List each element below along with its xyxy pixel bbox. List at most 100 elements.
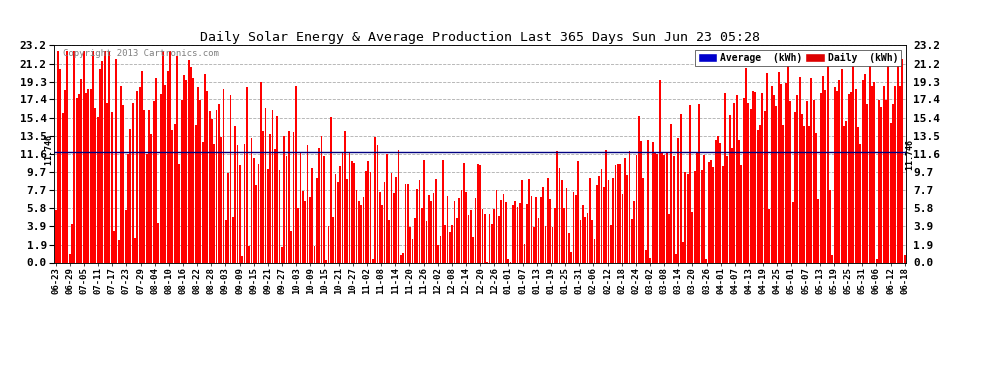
Bar [250,138,252,262]
Bar [739,140,740,262]
Bar [713,167,715,262]
Bar [859,144,861,262]
Bar [59,69,61,262]
Bar [379,192,381,262]
Bar [412,239,414,262]
Bar [785,83,787,262]
Bar [572,192,574,262]
Bar [661,153,663,262]
Bar [132,103,134,262]
Bar [176,56,178,262]
Bar [421,207,423,262]
Bar [899,86,901,262]
Bar [794,112,796,262]
Bar [66,51,68,262]
Bar [619,164,621,262]
Bar [362,197,364,262]
Bar [463,163,464,262]
Bar [285,156,287,262]
Bar [866,104,868,262]
Bar [773,95,775,262]
Bar [536,197,537,262]
Bar [820,93,822,262]
Bar [670,124,672,262]
Bar [239,165,241,262]
Bar [558,168,560,262]
Bar [71,224,73,262]
Bar [164,85,166,262]
Bar [148,110,149,262]
Bar [768,209,770,262]
Bar [94,108,96,262]
Bar [517,207,519,262]
Bar [150,134,152,262]
Bar [641,141,643,262]
Bar [346,179,348,262]
Bar [162,51,164,262]
Bar [887,51,889,262]
Bar [521,180,523,262]
Bar [106,104,108,262]
Bar [710,160,712,262]
Bar [598,176,600,262]
Bar [556,151,558,262]
Bar [837,91,838,262]
Bar [864,74,866,262]
Bar [388,220,390,262]
Bar [822,76,824,262]
Bar [204,75,206,262]
Bar [337,182,339,262]
Bar [206,91,208,262]
Bar [694,171,696,262]
Bar [75,98,77,262]
Bar [386,154,388,262]
Bar [195,125,196,262]
Bar [330,117,332,262]
Bar [139,87,141,262]
Bar [173,124,175,262]
Bar [799,77,801,262]
Bar [146,154,148,262]
Bar [365,171,366,262]
Bar [166,71,168,262]
Bar [376,145,378,262]
Bar [211,118,213,262]
Bar [85,93,87,262]
Bar [188,60,189,262]
Bar [741,165,742,262]
Bar [582,205,584,262]
Bar [213,144,215,262]
Bar [152,101,154,262]
Bar [395,177,397,262]
Bar [278,170,280,262]
Bar [603,187,605,262]
Bar [185,80,187,262]
Bar [360,205,362,262]
Bar [644,250,646,262]
Bar [369,172,371,262]
Bar [134,238,136,262]
Bar [451,225,453,262]
Bar [316,178,318,262]
Bar [493,209,495,262]
Bar [766,73,768,262]
Bar [311,168,313,262]
Bar [792,202,794,262]
Bar [808,126,810,262]
Bar [225,220,227,262]
Bar [288,131,290,262]
Bar [629,151,631,262]
Bar [237,145,239,262]
Bar [281,247,283,262]
Bar [293,132,294,262]
Bar [115,59,117,262]
Bar [202,142,204,262]
Bar [446,196,448,262]
Bar [839,80,841,262]
Bar [622,194,624,262]
Bar [169,51,171,262]
Bar [500,200,502,262]
Bar [460,189,462,262]
Bar [358,201,359,262]
Bar [307,145,309,262]
